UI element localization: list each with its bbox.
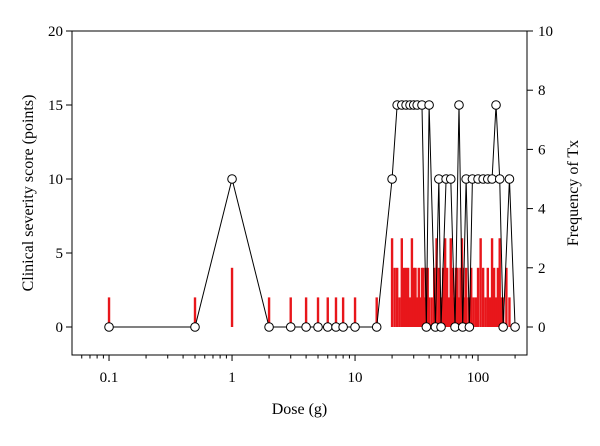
severity-point [387,174,397,184]
right-y-tick-label: 0 [538,320,546,336]
right-y-tick-label: 8 [538,83,546,99]
severity-markers-layer [104,100,520,332]
right-y-tick-label: 4 [538,202,546,218]
severity-point [424,100,434,110]
x-tick-label: 100 [467,370,490,386]
severity-point [350,322,360,332]
left-y-tick-label: 15 [48,98,63,114]
left-y-tick-label: 20 [48,24,63,40]
severity-line-layer [109,104,516,328]
severity-point [227,174,237,184]
left-y-tick-label: 10 [48,172,63,188]
severity-point [313,322,323,332]
severity-point [421,322,432,332]
severity-point [190,322,200,332]
severity-line [109,104,516,328]
severity-point [371,322,382,332]
left-y-tick-label: 5 [56,246,64,262]
severity-point [491,100,501,110]
right-y-tick-label: 2 [538,261,546,277]
severity-point [322,322,333,332]
severity-point [301,322,311,332]
right-y-axis-label: Frequency of Tx [565,140,582,246]
severity-point [464,322,475,332]
severity-point [285,322,296,332]
severity-point [494,174,505,184]
severity-point [264,322,274,332]
frequency-bars-layer [107,238,511,327]
severity-point [510,322,520,332]
severity-point [498,322,508,332]
left-y-tick-label: 0 [56,320,64,336]
plot-frame [71,30,528,356]
left-y-axis-ticks: 0 5 10 15 20 [48,24,72,336]
severity-point [454,100,464,110]
x-tick-label: 0.1 [100,370,119,386]
severity-point [338,322,348,332]
severity-point [445,174,456,184]
x-tick-label: 10 [348,370,363,386]
left-y-axis-label: Clinical severity score (points) [20,95,37,292]
right-y-tick-label: 6 [538,142,546,158]
x-tick-label: 1 [228,370,236,386]
x-axis-ticks: 0.1 1 10 100 [81,355,516,386]
right-y-axis-ticks: 0 2 4 6 8 10 [527,24,553,336]
severity-point [436,322,446,332]
x-axis-label: Dose (g) [272,401,328,418]
severity-point [504,174,515,184]
right-y-tick-label: 10 [538,24,553,40]
severity-point [104,322,114,332]
